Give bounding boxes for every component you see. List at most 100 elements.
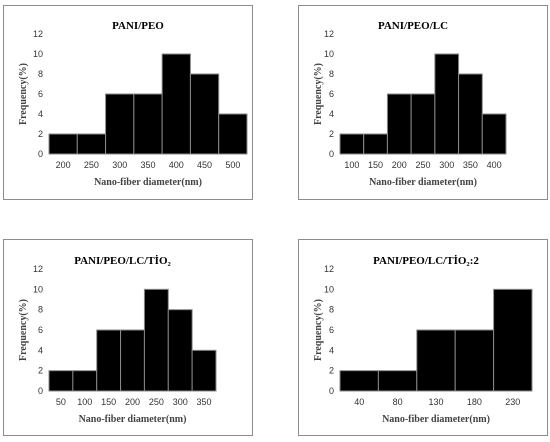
bar [96, 329, 122, 392]
y-tick-label: 12 [33, 264, 43, 274]
y-tick-label: 4 [329, 109, 334, 119]
bar [218, 113, 248, 155]
x-tick-label: 300 [439, 160, 454, 170]
y-tick-label: 10 [324, 284, 334, 294]
y-tick-label: 12 [33, 29, 43, 39]
x-tick-label: 250 [415, 160, 430, 170]
bar [454, 329, 495, 392]
x-tick-label: 180 [467, 397, 482, 407]
x-tick-label: 350 [140, 160, 155, 170]
x-tick-label: 300 [173, 397, 188, 407]
x-tick-label: 250 [149, 397, 164, 407]
chart-svg: PANI/PEO 0 2 4 6 8 10 12 200 250 300 350 400 450 500 Na… [18, 20, 248, 188]
y-tick-label: 8 [38, 305, 43, 315]
chart-panel-pani-peo-lc-tio2: PANI/PEO/LC/TİO₂ 0 2 4 6 8 10 12 50 100 150 200 250 3… [3, 239, 253, 436]
x-tick-label: 500 [225, 160, 240, 170]
x-tick-label: 50 [56, 397, 66, 407]
bar [133, 93, 163, 155]
y-tick-label: 0 [38, 149, 43, 159]
chart-title: PANI/PEO [112, 20, 164, 32]
y-tick-label: 2 [329, 129, 334, 139]
x-tick-label: 130 [428, 397, 443, 407]
y-tick-label: 12 [324, 29, 334, 39]
y-tick-label: 8 [329, 69, 334, 79]
x-tick-label: 40 [354, 397, 364, 407]
chart-svg: PANI/PEO/LC/TİO₂:2 0 2 4 6 8 10 12 40 80 130 180 230… [313, 255, 533, 425]
bar [377, 370, 418, 392]
y-tick-label: 12 [324, 264, 334, 274]
x-tick-label: 100 [344, 160, 359, 170]
bar [434, 53, 460, 155]
x-axis-label: Nano-fiber diameter(nm) [79, 414, 187, 425]
y-tick-label: 2 [38, 129, 43, 139]
x-axis-label: Nano-fiber diameter(nm) [369, 177, 477, 188]
y-tick-label: 10 [33, 284, 43, 294]
bar [386, 93, 412, 155]
bar [189, 73, 220, 155]
y-tick-label: 4 [38, 345, 43, 355]
chart-title: PANI/PEO/LC/TİO₂ [74, 255, 171, 267]
chart-svg: PANI/PEO/LC/TİO₂ 0 2 4 6 8 10 12 50 100 150 200 250 3… [18, 255, 217, 425]
chart-panel-pani-peo-lc-tio2-2: PANI/PEO/LC/TİO₂:2 0 2 4 6 8 10 12 40 80 130 180 230… [298, 239, 548, 436]
bar [72, 370, 98, 392]
y-tick-label: 4 [38, 109, 43, 119]
x-tick-label: 200 [392, 160, 407, 170]
y-axis-label: Frequency(%) [18, 299, 29, 361]
y-tick-label: 2 [38, 366, 43, 376]
bar [416, 329, 456, 392]
y-tick-label: 4 [329, 345, 334, 355]
x-tick-label: 400 [169, 160, 184, 170]
y-tick-label: 2 [329, 366, 334, 376]
bar [167, 309, 193, 392]
x-tick-label: 250 [84, 160, 99, 170]
bar [481, 113, 507, 155]
x-axis-label: Nano-fiber diameter(nm) [94, 177, 202, 188]
x-tick-label: 100 [77, 397, 92, 407]
bar [339, 133, 365, 155]
y-axis-label: Frequency(%) [18, 63, 29, 125]
bar [143, 288, 169, 392]
x-tick-label: 300 [112, 160, 127, 170]
x-tick-label: 150 [368, 160, 383, 170]
x-tick-label: 350 [197, 397, 212, 407]
chart-panel-pani-peo: PANI/PEO 0 2 4 6 8 10 12 200 250 300 350 400 450 500 Na… [3, 5, 253, 200]
chart-title: PANI/PEO/LC/TİO₂:2 [373, 255, 479, 267]
bar [458, 73, 483, 155]
x-tick-label: 200 [125, 397, 140, 407]
y-tick-label: 10 [33, 49, 43, 59]
y-tick-label: 0 [329, 149, 334, 159]
x-tick-label: 400 [487, 160, 502, 170]
bar [120, 329, 145, 392]
x-tick-label: 350 [463, 160, 478, 170]
x-axis-label: Nano-fiber diameter(nm) [382, 414, 490, 425]
x-tick-label: 200 [56, 160, 71, 170]
bar [161, 53, 191, 155]
bar [48, 370, 74, 392]
y-tick-label: 0 [38, 386, 43, 396]
chart-panel-pani-peo-lc: PANI/PEO/LC 0 2 4 6 8 10 12 100 150 200 250 300 350 40… [298, 5, 548, 200]
y-tick-label: 0 [329, 386, 334, 396]
bar [493, 288, 533, 392]
chart-title: PANI/PEO/LC [378, 20, 448, 32]
y-tick-label: 6 [329, 89, 334, 99]
bar [363, 133, 388, 155]
bar [410, 93, 436, 155]
chart-svg: PANI/PEO/LC 0 2 4 6 8 10 12 100 150 200 250 300 350 40… [313, 20, 507, 188]
bar [191, 349, 217, 392]
bar [339, 370, 379, 392]
y-tick-label: 10 [324, 49, 334, 59]
y-axis-label: Frequency(%) [313, 299, 324, 361]
y-tick-label: 6 [329, 325, 334, 335]
x-tick-label: 80 [393, 397, 403, 407]
bar [76, 133, 107, 155]
x-tick-label: 450 [197, 160, 212, 170]
bar [105, 93, 135, 155]
bar [48, 133, 78, 155]
x-tick-label: 230 [505, 397, 520, 407]
y-tick-label: 6 [38, 89, 43, 99]
y-tick-label: 8 [329, 305, 334, 315]
y-axis-label: Frequency(%) [313, 63, 324, 125]
y-tick-label: 8 [38, 69, 43, 79]
y-tick-label: 6 [38, 325, 43, 335]
x-tick-label: 150 [101, 397, 116, 407]
